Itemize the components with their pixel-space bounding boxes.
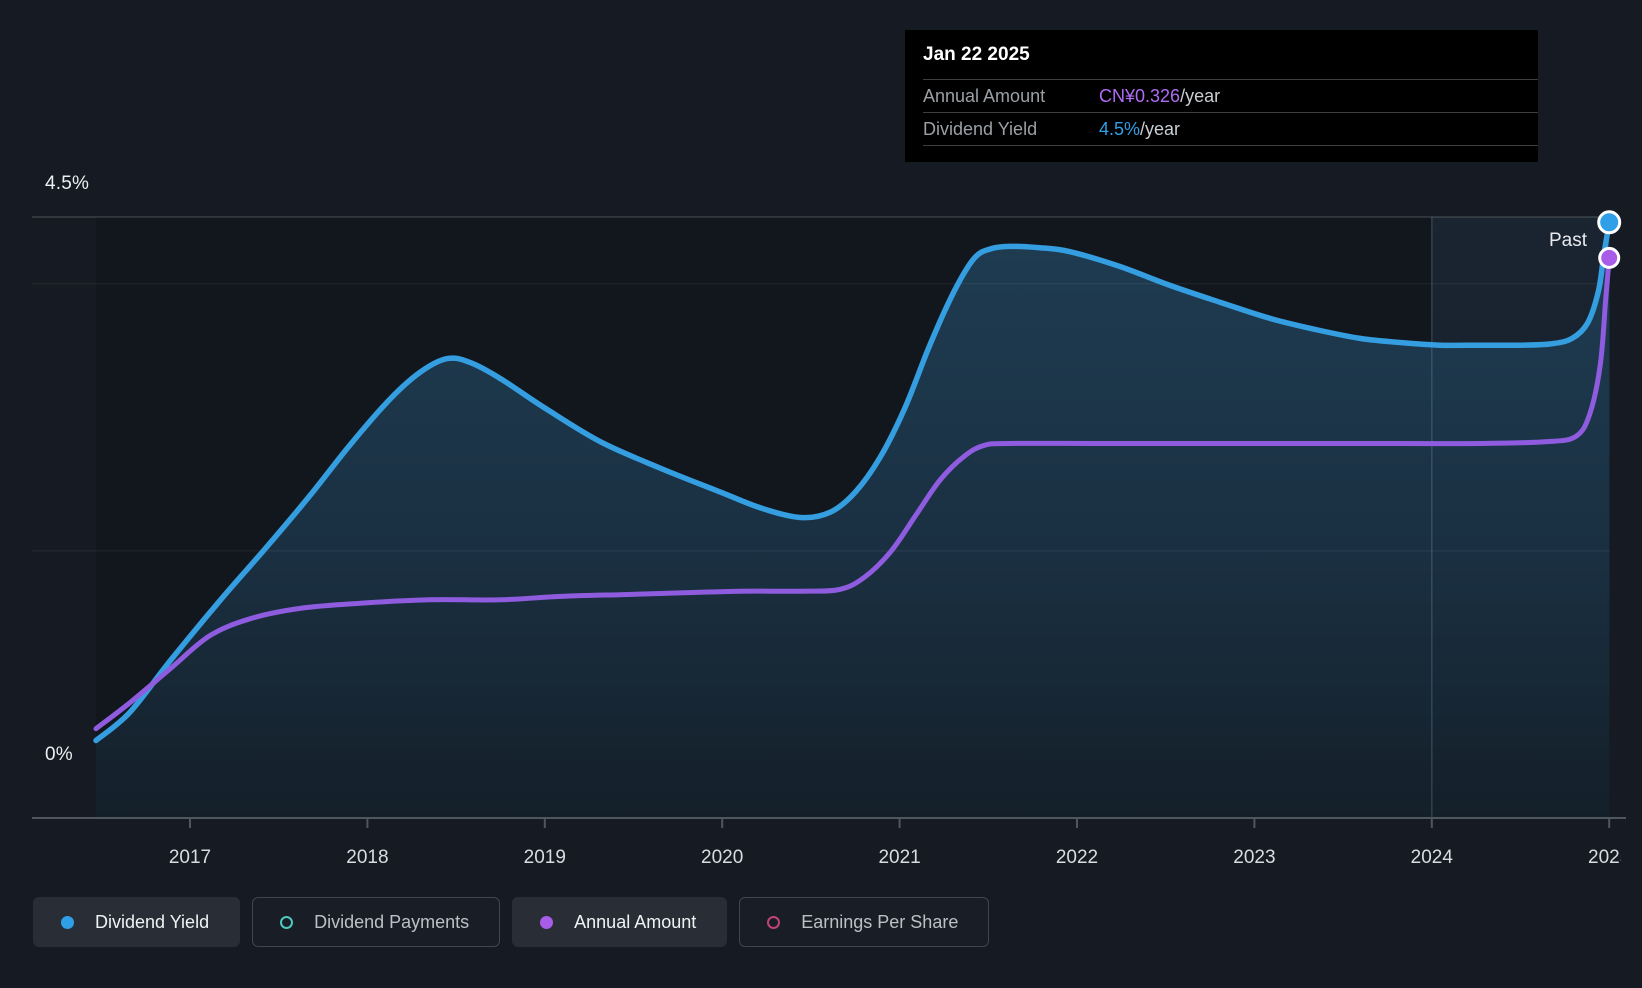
- tooltip-row-value: CN¥0.326: [1099, 85, 1181, 106]
- annual-amount-line: [93, 255, 1612, 732]
- chart-tooltip: Jan 22 2025 Annual Amount CN¥0.326/year …: [905, 30, 1538, 162]
- legend-label: Earnings Per Share: [801, 911, 959, 932]
- annual-amount-dot-icon: [540, 915, 554, 929]
- annual-amount-end-marker: [1598, 246, 1621, 269]
- past-label: Past: [1549, 230, 1588, 251]
- legend-label: Dividend Yield: [95, 911, 210, 932]
- dividend-payments-circle-icon: [280, 915, 294, 929]
- tooltip-row-suffix: /year: [1180, 85, 1221, 106]
- tooltip-row: Annual Amount CN¥0.326/year: [923, 79, 1538, 112]
- dividend-yield-dot-icon: [61, 915, 74, 929]
- tooltip-date: Jan 22 2025: [923, 43, 1030, 65]
- legend-label: Annual Amount: [574, 911, 697, 932]
- y-axis-zero-label: 0%: [45, 744, 73, 765]
- chart-legend: Dividend Yield Dividend Payments Annual …: [33, 897, 990, 947]
- x-axis-label: 2022: [1056, 847, 1098, 868]
- x-axis-label: 2024: [1411, 847, 1454, 868]
- tooltip-row: Dividend Yield 4.5%/year: [923, 112, 1538, 146]
- y-axis-max-label: 4.5%: [45, 173, 90, 194]
- x-axis-label: 2023: [1233, 847, 1275, 868]
- legend-label: Dividend Payments: [314, 911, 470, 932]
- x-axis-label: 2019: [524, 847, 566, 868]
- legend-button-earnings-per-share[interactable]: Earnings Per Share: [739, 897, 990, 947]
- earnings-per-share-circle-icon: [767, 915, 781, 929]
- dividend-yield-end-marker: [1597, 210, 1622, 235]
- tooltip-row-suffix: /year: [1140, 118, 1181, 139]
- tooltip-row-value: 4.5%: [1099, 118, 1141, 139]
- dividend-yield-line: [93, 219, 1612, 744]
- dividend-yield-area: [96, 222, 1610, 819]
- legend-button-dividend-payments[interactable]: Dividend Payments: [252, 897, 501, 947]
- tooltip-row-label: Annual Amount: [923, 85, 1046, 106]
- x-axis-label: 2018: [346, 847, 388, 868]
- x-axis-label: 2017: [169, 847, 211, 868]
- legend-button-dividend-yield[interactable]: Dividend Yield: [33, 897, 241, 947]
- tooltip-row-label: Dividend Yield: [923, 118, 1038, 139]
- x-axis-label: 2021: [878, 847, 920, 868]
- x-axis-label: 2025: [1588, 847, 1630, 868]
- x-axis-label: 2020: [701, 847, 743, 868]
- legend-button-annual-amount[interactable]: Annual Amount: [512, 897, 728, 947]
